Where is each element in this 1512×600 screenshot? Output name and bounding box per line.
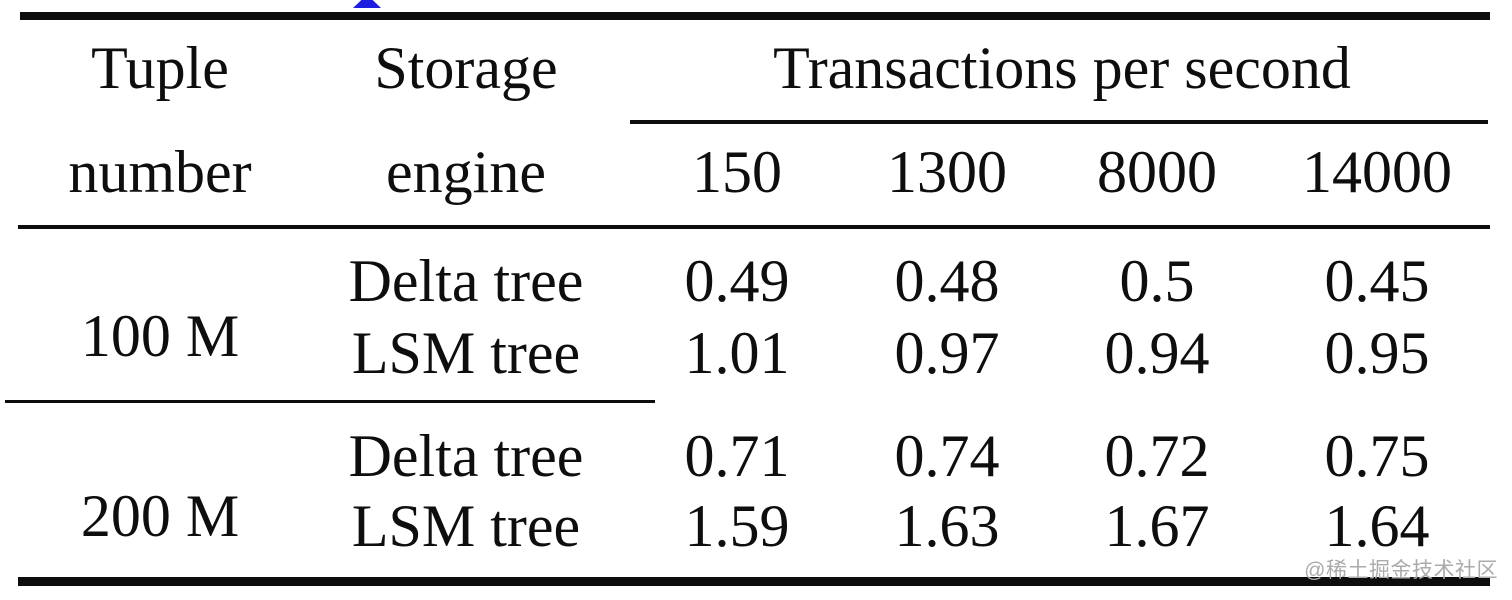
col-header-tuple-line1: Tuple: [91, 35, 229, 101]
col-header-storage-line1: Storage: [374, 35, 558, 101]
value-cell: 1.67: [1104, 493, 1210, 559]
value-cell: 1.59: [684, 493, 790, 559]
group-label-200m: 200 M: [80, 483, 240, 549]
value-cell: 1.01: [684, 320, 790, 386]
truncated-blue-link-fragment: [353, 0, 381, 8]
watermark: @稀土掘金技术社区: [1304, 559, 1498, 582]
group-label-100m: 100 M: [80, 303, 240, 369]
engine-cell: LSM tree: [351, 320, 581, 386]
engine-cell: LSM tree: [351, 493, 581, 559]
value-cell: 1.63: [894, 493, 1000, 559]
value-cell: 0.71: [684, 423, 790, 489]
table-bottom-rule: [18, 577, 1490, 586]
group-separator-rule: [5, 400, 655, 403]
table-row: LSM tree 1.01 0.97 0.94 0.95: [20, 322, 1492, 384]
value-cell: 0.74: [894, 423, 1000, 489]
col-header-tps-14000: 14000: [1302, 139, 1452, 205]
value-cell: 0.5: [1119, 248, 1195, 314]
header-bottom-rule: [18, 225, 1490, 229]
value-cell: 0.72: [1104, 423, 1210, 489]
col-header-tps-150: 150: [692, 139, 782, 205]
value-cell: 0.97: [894, 320, 1000, 386]
col-header-tps-1300: 1300: [887, 139, 1007, 205]
engine-cell: Delta tree: [348, 248, 584, 314]
value-cell: 0.49: [684, 248, 790, 314]
engine-cell: Delta tree: [348, 423, 584, 489]
table-row: Delta tree 0.71 0.74 0.72 0.75: [20, 425, 1492, 487]
value-cell: 0.94: [1104, 320, 1210, 386]
value-cell: 0.75: [1324, 423, 1430, 489]
tps-span-rule: [630, 120, 1488, 124]
col-header-storage-line2: engine: [386, 139, 546, 205]
table-top-rule: [20, 12, 1490, 20]
table-row: Delta tree 0.49 0.48 0.5 0.45: [20, 250, 1492, 312]
value-cell: 0.48: [894, 248, 1000, 314]
col-header-tps-title: Transactions per second: [773, 35, 1351, 101]
value-cell: 0.45: [1324, 248, 1430, 314]
value-cell: 0.95: [1324, 320, 1430, 386]
col-header-tps-8000: 8000: [1097, 139, 1217, 205]
table-row: LSM tree 1.59 1.63 1.67 1.64: [20, 495, 1492, 557]
col-header-tuple-line2: number: [68, 139, 252, 205]
header-row-2: number engine 150 1300 8000 14000: [20, 141, 1492, 203]
header-row-1: Tuple Storage Transactions per second: [20, 37, 1492, 99]
value-cell: 1.64: [1324, 493, 1430, 559]
